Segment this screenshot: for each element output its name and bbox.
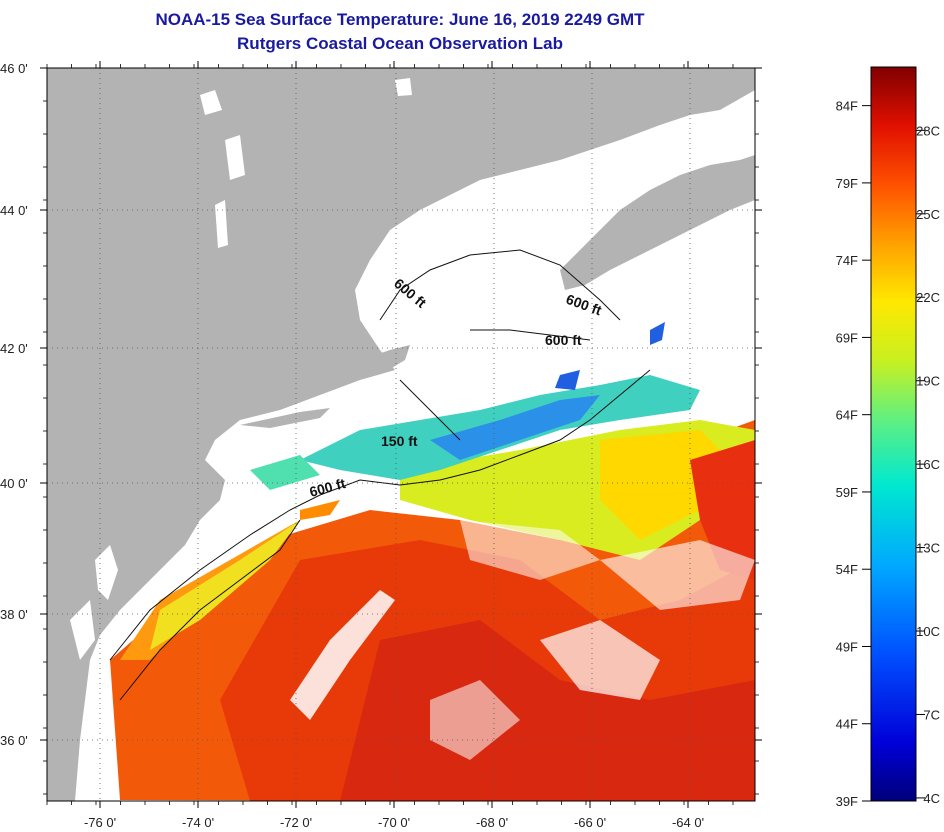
lon-label: -74 0' [182,815,214,830]
colorbar-label-f: 39F [836,794,858,809]
graticule [47,68,755,801]
contour-label-600-georges: 600 ft [545,332,582,348]
lat-label: 36 0' [0,733,28,748]
colorbar [870,66,917,802]
map-subtitle: Rutgers Coastal Ocean Observation Lab [237,34,563,53]
lat-label: 38 0' [0,607,28,622]
colorbar-label-f: 84F [836,99,858,114]
map-title: NOAA-15 Sea Surface Temperature: June 16… [155,10,645,29]
lat-label: 44 0' [0,203,28,218]
lon-label: -70 0' [378,815,410,830]
colorbar-label-c: 13C [916,541,940,556]
colorbar-celsius-labels: 28C 25C 22C 19C 16C 13C 10C 7C 4C [916,123,940,806]
land-mass [47,68,755,801]
map-frame [46,67,756,802]
colorbar-fahrenheit-labels: 84F 79F 74F 69F 64F 59F 54F 49F 44F 39F [836,99,871,809]
lon-label: -64 0' [672,815,704,830]
colorbar-label-f: 54F [836,562,858,577]
lat-label: 46 0' [0,61,28,76]
colorbar-label-c: 19C [916,374,940,389]
colorbar-label-c: 7C [923,707,940,722]
latitude-axis: 46 0' 44 0' 42 0' 40 0' 38 0' 36 0' [0,61,762,795]
colorbar-label-c: 16C [916,457,940,472]
colorbar-label-c: 22C [916,290,940,305]
colorbar-label-f: 44F [836,717,858,732]
lon-label: -66 0' [574,815,606,830]
contour-label-150: 150 ft [381,433,418,449]
colorbar-label-c: 4C [923,791,940,806]
colorbar-label-f: 59F [836,485,858,500]
colorbar-label-f: 74F [836,253,858,268]
colorbar-label-c: 10C [916,624,940,639]
lon-label: -68 0' [476,815,508,830]
colorbar-label-f: 69F [836,330,858,345]
colorbar-label-f: 49F [836,639,858,654]
lat-label: 42 0' [0,341,28,356]
longitude-axis: -76 0' -74 0' -72 0' -70 0' -68 0' -66 0' -64 … [46,61,734,830]
lon-label: -76 0' [84,815,116,830]
colorbar-label-c: 28C [916,123,940,138]
colorbar-label-c: 25C [916,207,940,222]
lat-label: 40 0' [0,476,28,491]
colorbar-label-f: 79F [836,176,858,191]
colorbar-label-f: 64F [836,408,858,423]
lon-label: -72 0' [280,815,312,830]
bathymetry-contours [109,249,651,701]
